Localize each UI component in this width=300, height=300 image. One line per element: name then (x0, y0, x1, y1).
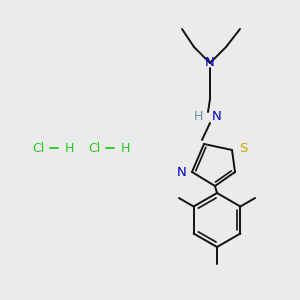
Text: H: H (65, 142, 74, 154)
Text: N: N (205, 56, 215, 70)
Text: H: H (121, 142, 130, 154)
Text: Cl: Cl (88, 142, 100, 154)
Text: N: N (176, 167, 186, 179)
Text: H: H (193, 110, 203, 124)
Text: Cl: Cl (32, 142, 44, 154)
Text: N: N (212, 110, 222, 124)
Text: S: S (239, 142, 248, 154)
